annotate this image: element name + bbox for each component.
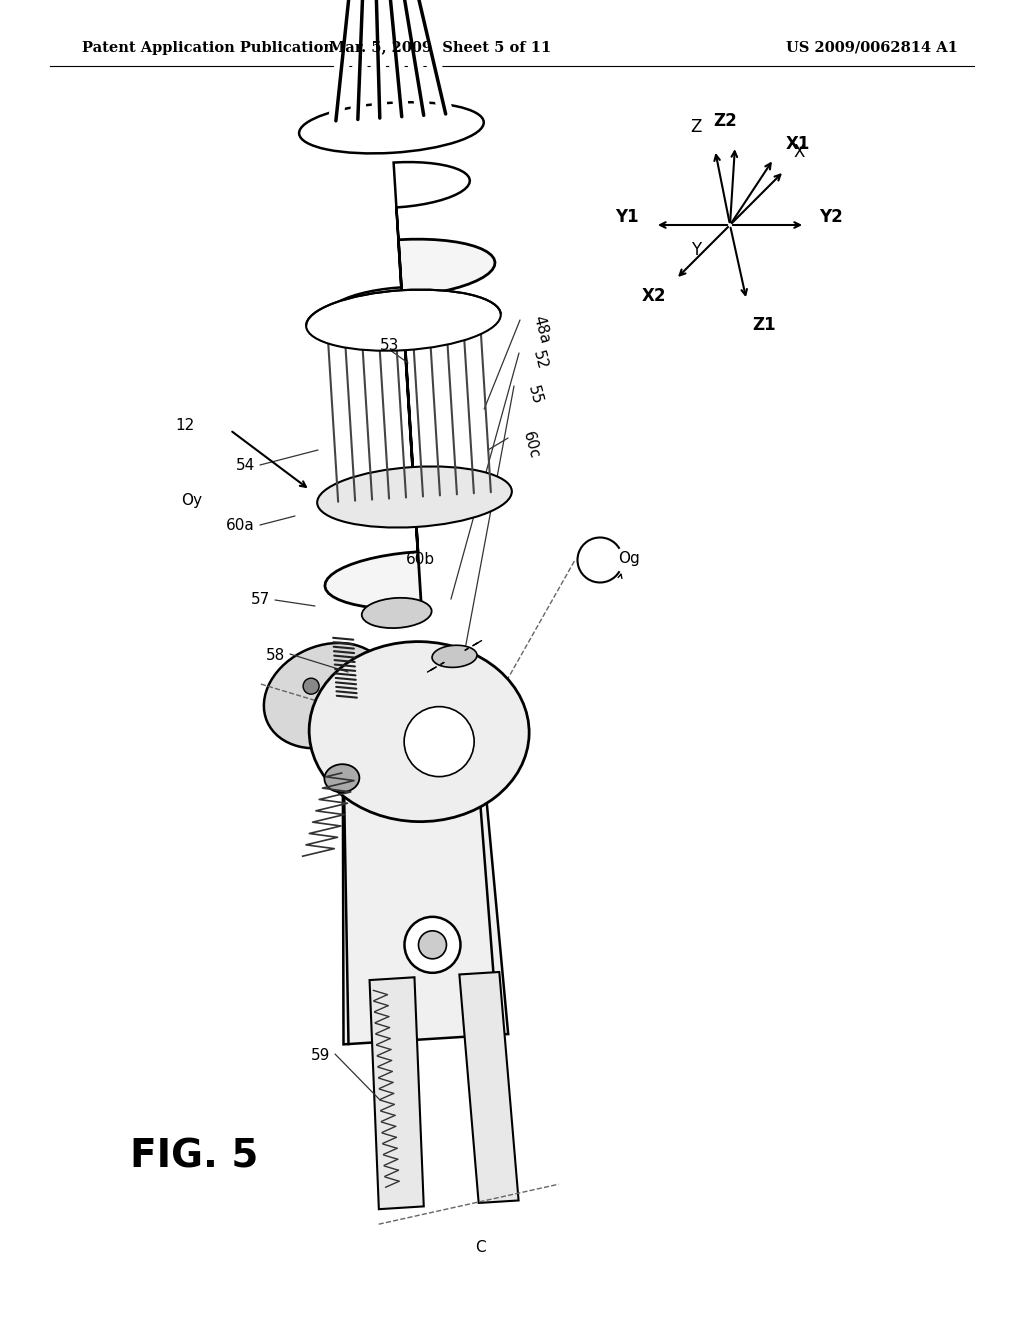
Text: 55: 55	[525, 384, 545, 407]
Text: US 2009/0062814 A1: US 2009/0062814 A1	[785, 41, 957, 54]
Text: 60b: 60b	[406, 553, 434, 568]
Text: Z1: Z1	[753, 315, 776, 334]
Text: 60a: 60a	[226, 517, 255, 532]
Text: Y2: Y2	[819, 209, 843, 226]
Ellipse shape	[264, 643, 389, 748]
Text: 52: 52	[530, 348, 550, 371]
Text: 59: 59	[310, 1048, 330, 1063]
Ellipse shape	[306, 289, 501, 351]
Text: X1: X1	[785, 135, 810, 153]
Ellipse shape	[325, 764, 359, 792]
Ellipse shape	[309, 642, 529, 821]
Text: C: C	[475, 1239, 485, 1254]
Text: 54: 54	[236, 458, 255, 473]
Text: 48a: 48a	[530, 314, 552, 346]
Circle shape	[404, 706, 474, 776]
Polygon shape	[343, 702, 508, 1044]
Text: Z2: Z2	[713, 112, 737, 131]
Text: Og: Og	[618, 550, 640, 565]
Ellipse shape	[432, 645, 477, 668]
Text: 58: 58	[266, 648, 285, 663]
Polygon shape	[325, 239, 495, 610]
Text: 53: 53	[380, 338, 399, 352]
Text: Mar. 5, 2009  Sheet 5 of 11: Mar. 5, 2009 Sheet 5 of 11	[329, 41, 552, 54]
Circle shape	[419, 931, 446, 958]
Text: Patent Application Publication: Patent Application Publication	[82, 41, 334, 54]
Circle shape	[404, 917, 461, 973]
Text: X: X	[794, 143, 805, 161]
Text: Z: Z	[690, 117, 702, 136]
Text: 60c: 60c	[520, 429, 542, 461]
Text: 57: 57	[251, 593, 270, 607]
Text: X2: X2	[641, 286, 666, 305]
Ellipse shape	[317, 466, 512, 528]
Ellipse shape	[361, 598, 432, 628]
Text: Oy: Oy	[181, 492, 202, 507]
Ellipse shape	[299, 102, 483, 153]
Polygon shape	[370, 977, 424, 1209]
Polygon shape	[328, 162, 470, 333]
Circle shape	[303, 678, 319, 694]
Polygon shape	[460, 972, 518, 1203]
Text: FIG. 5: FIG. 5	[130, 1137, 258, 1175]
Text: Y: Y	[691, 242, 701, 259]
Text: Y1: Y1	[615, 209, 639, 226]
Text: 12: 12	[176, 417, 195, 433]
